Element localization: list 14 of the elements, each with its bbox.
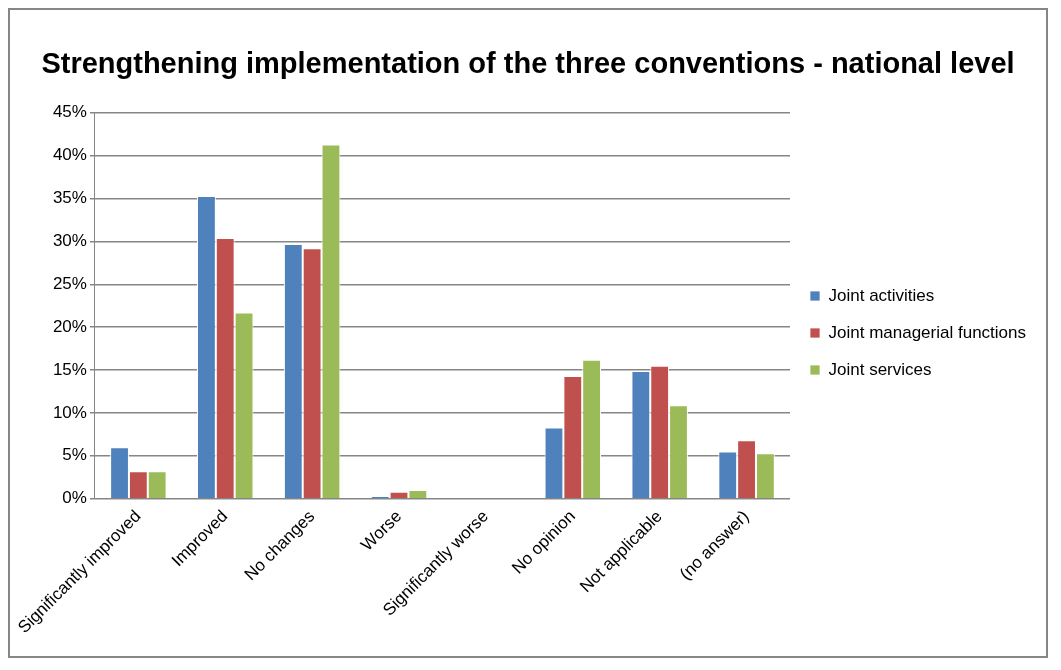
legend-label: Joint services [828,359,932,379]
legend-label: Joint activities [828,285,935,305]
y-tick-label: 25% [52,273,87,293]
chart-title: Strengthening implementation of the three conventions - national level [41,47,1015,80]
y-tick-label: 30% [52,231,87,251]
y-tick-label: 45% [52,102,87,122]
y-tick-label: 0% [62,488,87,508]
y-tick-label: 20% [52,316,87,336]
y-tick-label: 10% [52,402,87,422]
y-tick-label: 15% [52,359,87,379]
y-tick-label: 5% [62,445,87,465]
legend-label: Joint managerial functions [828,322,1027,342]
y-tick-label: 35% [52,188,87,208]
y-tick-label: 40% [52,145,87,165]
